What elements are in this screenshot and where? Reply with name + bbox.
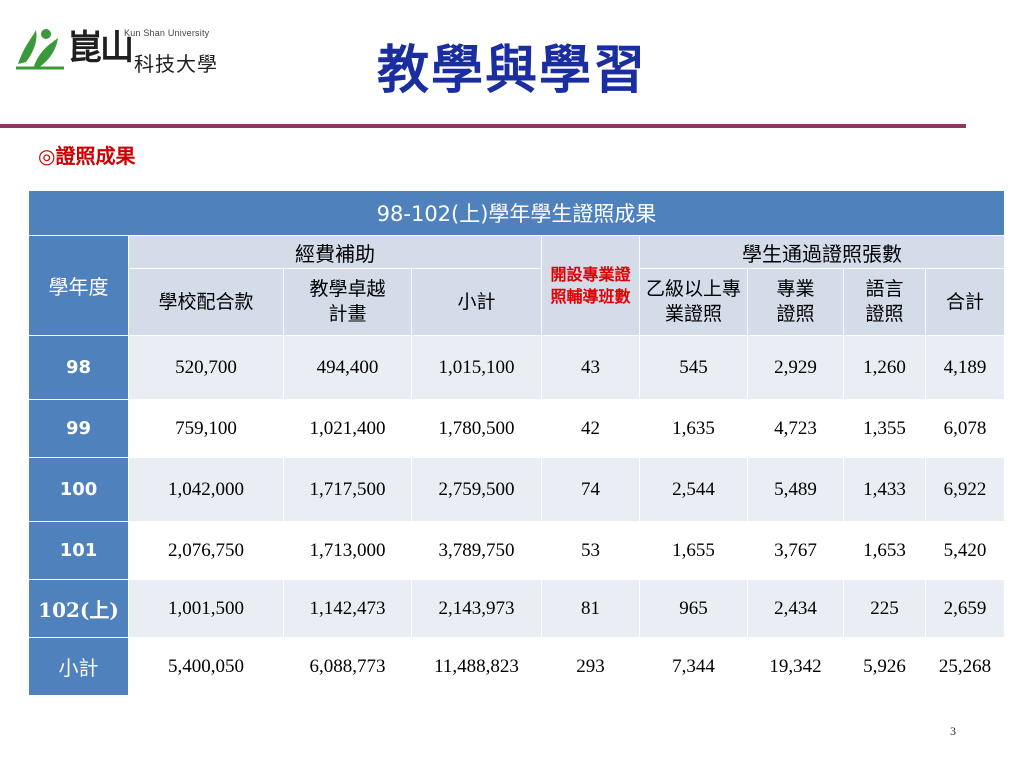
cell-subtotal: 1,780,500 <box>411 399 542 458</box>
row-year: 99 <box>28 399 129 458</box>
cell-grade-b: 545 <box>639 335 748 400</box>
cell-school: 520,700 <box>128 335 284 400</box>
cell-grade-b: 1,655 <box>639 521 748 580</box>
cell-total: 4,189 <box>924 335 1006 400</box>
cell-school: 2,076,750 <box>128 521 284 580</box>
header-professional: 專業證照 <box>747 268 844 336</box>
cell-classes: 42 <box>541 399 640 458</box>
cell-subtotal: 2,759,500 <box>411 457 542 522</box>
cell-school: 1,001,500 <box>128 579 284 638</box>
table-row: 99 759,100 1,021,400 1,780,500 42 1,635 … <box>28 399 1006 458</box>
table-row: 98 520,700 494,400 1,015,100 43 545 2,92… <box>28 335 1006 400</box>
table-row-total: 小計 5,400,050 6,088,773 11,488,823 293 7,… <box>28 637 1006 696</box>
title-divider <box>0 124 966 128</box>
university-logo: 崑山 Kun Shan University 科技大學 <box>14 14 234 76</box>
logo-name-zh: 崑山 <box>68 28 134 68</box>
header-excellence-label: 教學卓越計畫 <box>309 278 386 325</box>
header-cert-classes: 開設專業證照輔導班數 <box>541 235 640 336</box>
cell-grade-b: 7,344 <box>639 637 748 696</box>
cell-language: 1,355 <box>843 399 926 458</box>
header-total: 合計 <box>924 268 1006 336</box>
cell-classes: 74 <box>541 457 640 522</box>
cell-school: 759,100 <box>128 399 284 458</box>
group-funding-header: 經費補助 <box>128 235 542 269</box>
cell-total: 2,659 <box>924 579 1006 638</box>
cell-school: 5,400,050 <box>128 637 284 696</box>
cell-language: 1,653 <box>843 521 926 580</box>
cell-subtotal: 2,143,973 <box>411 579 542 638</box>
group-certs-header: 學生通過證照張數 <box>638 235 1006 269</box>
cell-excellence: 6,088,773 <box>283 637 412 696</box>
header-professional-label: 專業證照 <box>776 278 815 325</box>
table-title: 98-102(上)學年學生證照成果 <box>27 190 1006 236</box>
cell-excellence: 1,021,400 <box>283 399 412 458</box>
cell-classes: 43 <box>541 335 640 400</box>
cell-professional: 3,767 <box>747 521 844 580</box>
cell-classes: 53 <box>541 521 640 580</box>
header-subtotal: 小計 <box>411 268 542 336</box>
cell-total: 6,922 <box>924 457 1006 522</box>
cell-language: 225 <box>843 579 926 638</box>
cell-excellence: 1,713,000 <box>283 521 412 580</box>
header-language: 語言證照 <box>843 268 926 336</box>
cell-subtotal: 1,015,100 <box>411 335 542 400</box>
logo-name-zh-2: 科技大學 <box>134 52 218 76</box>
cell-excellence: 494,400 <box>283 335 412 400</box>
row-year: 小計 <box>28 637 129 696</box>
cell-grade-b: 965 <box>639 579 748 638</box>
cell-professional: 2,929 <box>747 335 844 400</box>
cell-professional: 4,723 <box>747 399 844 458</box>
cell-professional: 5,489 <box>747 457 844 522</box>
logo-name-en: Kun Shan University <box>124 28 210 38</box>
certification-table: 98-102(上)學年學生證照成果 學年度 經費補助 開設專業證照輔導班數 學生… <box>27 190 1006 696</box>
table-row: 100 1,042,000 1,717,500 2,759,500 74 2,5… <box>28 457 1006 522</box>
cell-school: 1,042,000 <box>128 457 284 522</box>
row-header-year: 學年度 <box>28 235 129 336</box>
cell-total: 5,420 <box>924 521 1006 580</box>
header-grade-b-label: 乙級以上專業證照 <box>645 278 741 325</box>
cell-classes: 81 <box>541 579 640 638</box>
cell-subtotal: 11,488,823 <box>411 637 542 696</box>
header-grade-b: 乙級以上專業證照 <box>639 268 748 336</box>
header-cert-classes-label: 開設專業證照輔導班數 <box>550 264 631 306</box>
cell-language: 1,433 <box>843 457 926 522</box>
cell-language: 1,260 <box>843 335 926 400</box>
table-row: 102(上) 1,001,500 1,142,473 2,143,973 81 … <box>28 579 1006 638</box>
row-year: 102(上) <box>28 579 129 638</box>
row-year: 100 <box>28 457 129 522</box>
cell-total: 6,078 <box>924 399 1006 458</box>
table-row: 101 2,076,750 1,713,000 3,789,750 53 1,6… <box>28 521 1006 580</box>
header-language-label: 語言證照 <box>865 278 904 325</box>
section-subtitle: ◎證照成果 <box>38 144 136 168</box>
page-title: 教學與學習 <box>376 40 647 101</box>
leaf-figure-icon <box>16 29 64 70</box>
cell-total: 25,268 <box>924 637 1006 696</box>
header-excellence-plan: 教學卓越計畫 <box>283 268 412 336</box>
cell-professional: 2,434 <box>747 579 844 638</box>
cell-grade-b: 1,635 <box>639 399 748 458</box>
row-year: 98 <box>28 335 129 400</box>
cell-excellence: 1,717,500 <box>283 457 412 522</box>
cell-professional: 19,342 <box>747 637 844 696</box>
header-school-funds: 學校配合款 <box>128 268 284 336</box>
row-year: 101 <box>28 521 129 580</box>
cell-grade-b: 2,544 <box>639 457 748 522</box>
cell-classes: 293 <box>541 637 640 696</box>
cell-subtotal: 3,789,750 <box>411 521 542 580</box>
cell-language: 5,926 <box>843 637 926 696</box>
page-number: 3 <box>950 724 956 738</box>
cell-excellence: 1,142,473 <box>283 579 412 638</box>
